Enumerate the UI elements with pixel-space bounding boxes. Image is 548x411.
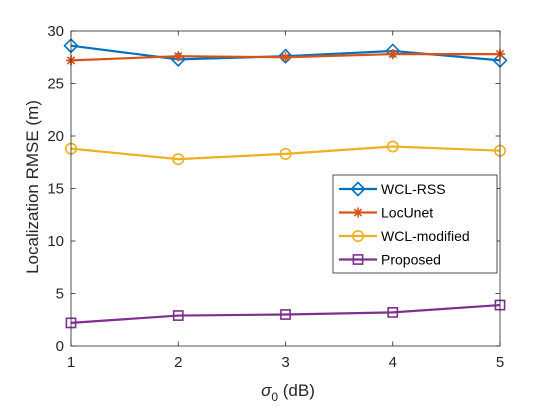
legend-label: Proposed xyxy=(381,252,441,268)
data-point xyxy=(173,51,184,62)
x-tick-label: 4 xyxy=(389,354,397,371)
circle-marker xyxy=(351,230,364,243)
y-tick-label: 20 xyxy=(47,128,64,145)
tick-labels: 1 2 3 4 5 0 5 10 15 20 25 30 xyxy=(47,23,504,371)
diamond-marker xyxy=(350,181,366,197)
y-tick-label: 0 xyxy=(56,338,64,355)
legend-label: WCL-RSS xyxy=(381,181,446,197)
axes xyxy=(70,30,501,347)
x-tick-label: 3 xyxy=(281,354,289,371)
legend-item: WCL-modified xyxy=(339,228,470,244)
x-axis-unit: (dB) xyxy=(278,381,315,400)
legend-item: Proposed xyxy=(339,252,441,268)
legend-label: WCL-modified xyxy=(381,228,470,244)
square-marker xyxy=(280,309,291,320)
asterisk-marker xyxy=(280,52,291,63)
asterisk-marker xyxy=(353,207,363,218)
data-point xyxy=(172,310,184,321)
legend-item: WCL-RSS xyxy=(339,181,446,197)
asterisk-marker xyxy=(387,49,398,60)
data-point xyxy=(386,140,399,153)
series-line xyxy=(70,303,501,324)
circle-marker xyxy=(279,147,292,160)
legend-item: LocUnet xyxy=(339,205,433,221)
y-tick-label: 30 xyxy=(47,23,64,40)
series-line xyxy=(70,145,501,161)
y-tick-label: 15 xyxy=(47,181,64,198)
x-tick-label: 2 xyxy=(174,354,182,371)
legend-marker xyxy=(353,207,363,218)
x-tick-label: 5 xyxy=(496,354,504,371)
legend-label: LocUnet xyxy=(381,205,433,221)
circle-marker xyxy=(172,153,185,166)
legend-marker xyxy=(352,254,364,265)
x-axis-subscript: 0 xyxy=(271,390,278,404)
series-wcl-modified xyxy=(65,140,506,166)
x-axis-title: σ0 (dB) xyxy=(261,381,315,404)
y-axis-title: Localization RMSE (m) xyxy=(23,100,42,274)
asterisk-marker xyxy=(173,51,184,62)
data-point xyxy=(387,49,398,60)
square-marker xyxy=(352,254,364,265)
data-point xyxy=(279,147,292,160)
legend: WCL-RSS LocUnet WCL-modified Proposed xyxy=(332,174,498,274)
y-tick-label: 5 xyxy=(56,286,64,303)
square-marker xyxy=(387,306,399,318)
circle-marker xyxy=(386,140,399,153)
data-point xyxy=(387,306,399,318)
data-point xyxy=(280,52,291,63)
data-point xyxy=(277,48,294,64)
data-point xyxy=(280,309,291,320)
legend-marker xyxy=(351,230,364,243)
square-marker xyxy=(172,310,184,321)
diamond-marker xyxy=(277,48,294,64)
y-tick-label: 10 xyxy=(47,233,64,250)
x-axis-symbol: σ xyxy=(261,381,272,400)
data-point xyxy=(172,153,185,166)
x-tick-label: 1 xyxy=(67,354,75,371)
y-tick-label: 25 xyxy=(47,76,64,93)
legend-marker xyxy=(350,181,366,197)
legend-box xyxy=(332,174,498,274)
